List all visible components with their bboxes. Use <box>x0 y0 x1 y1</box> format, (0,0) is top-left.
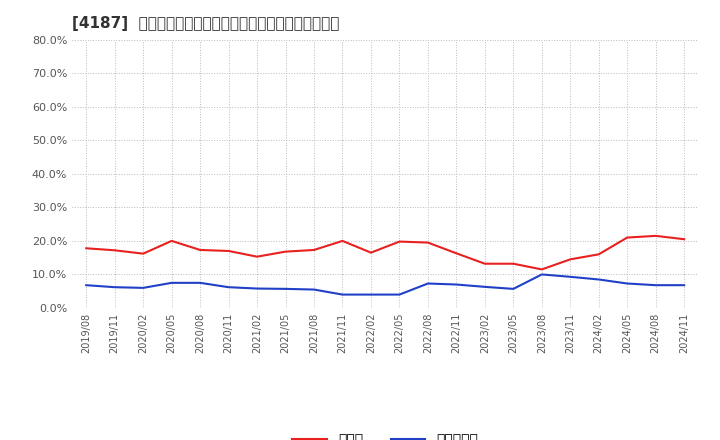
現預金 <box>480 261 489 266</box>
有利子負債 <box>452 282 461 287</box>
現預金 <box>82 246 91 251</box>
有利子負債 <box>139 285 148 290</box>
現預金 <box>452 251 461 256</box>
有利子負債 <box>480 284 489 290</box>
現預金 <box>595 252 603 257</box>
現預金 <box>225 248 233 253</box>
有利子負債 <box>595 277 603 282</box>
有利子負債 <box>395 292 404 297</box>
有利子負債 <box>338 292 347 297</box>
現預金 <box>623 235 631 240</box>
有利子負債 <box>310 287 318 292</box>
現預金 <box>282 249 290 254</box>
現預金 <box>423 240 432 245</box>
現預金 <box>110 248 119 253</box>
現預金 <box>338 238 347 244</box>
有利子負債 <box>225 285 233 290</box>
有利子負債 <box>110 285 119 290</box>
有利子負債 <box>509 286 518 292</box>
現預金 <box>566 257 575 262</box>
有利子負債 <box>167 280 176 286</box>
有利子負債 <box>82 282 91 288</box>
現預金 <box>509 261 518 266</box>
現預金 <box>253 254 261 259</box>
Text: [4187]  現預金、有利子負債の総資産に対する比率の推移: [4187] 現預金、有利子負債の総資産に対する比率の推移 <box>72 16 339 32</box>
現預金 <box>680 237 688 242</box>
有利子負債 <box>423 281 432 286</box>
現預金 <box>139 251 148 256</box>
有利子負債 <box>566 274 575 279</box>
現預金 <box>652 233 660 238</box>
現預金 <box>310 247 318 253</box>
有利子負債 <box>537 272 546 277</box>
現預金 <box>537 267 546 272</box>
Legend: 現預金, 有利子負債: 現預金, 有利子負債 <box>287 428 484 440</box>
有利子負債 <box>196 280 204 286</box>
Line: 現預金: 現預金 <box>86 236 684 269</box>
現預金 <box>196 247 204 253</box>
有利子負債 <box>623 281 631 286</box>
有利子負債 <box>253 286 261 291</box>
有利子負債 <box>366 292 375 297</box>
現預金 <box>395 239 404 244</box>
現預金 <box>167 238 176 244</box>
現預金 <box>366 250 375 255</box>
Line: 有利子負債: 有利子負債 <box>86 275 684 295</box>
有利子負債 <box>652 282 660 288</box>
有利子負債 <box>282 286 290 292</box>
有利子負債 <box>680 282 688 288</box>
